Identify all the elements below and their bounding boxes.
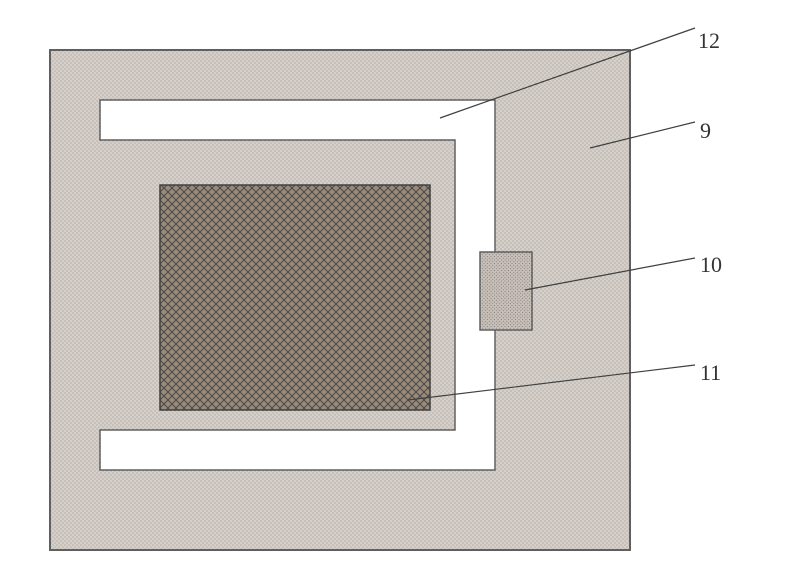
callout-label-12: 12 bbox=[698, 28, 720, 54]
callout-label-10: 10 bbox=[700, 252, 722, 278]
callout-label-11: 11 bbox=[700, 360, 721, 386]
side-block bbox=[480, 252, 532, 330]
inner-square bbox=[160, 185, 430, 410]
diagram-svg bbox=[0, 0, 800, 581]
callout-label-9: 9 bbox=[700, 118, 711, 144]
